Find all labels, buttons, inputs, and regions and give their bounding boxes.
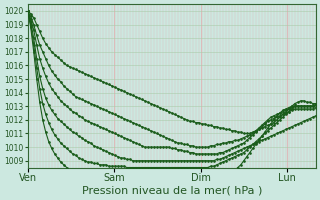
X-axis label: Pression niveau de la mer( hPa ): Pression niveau de la mer( hPa ) bbox=[82, 186, 262, 196]
